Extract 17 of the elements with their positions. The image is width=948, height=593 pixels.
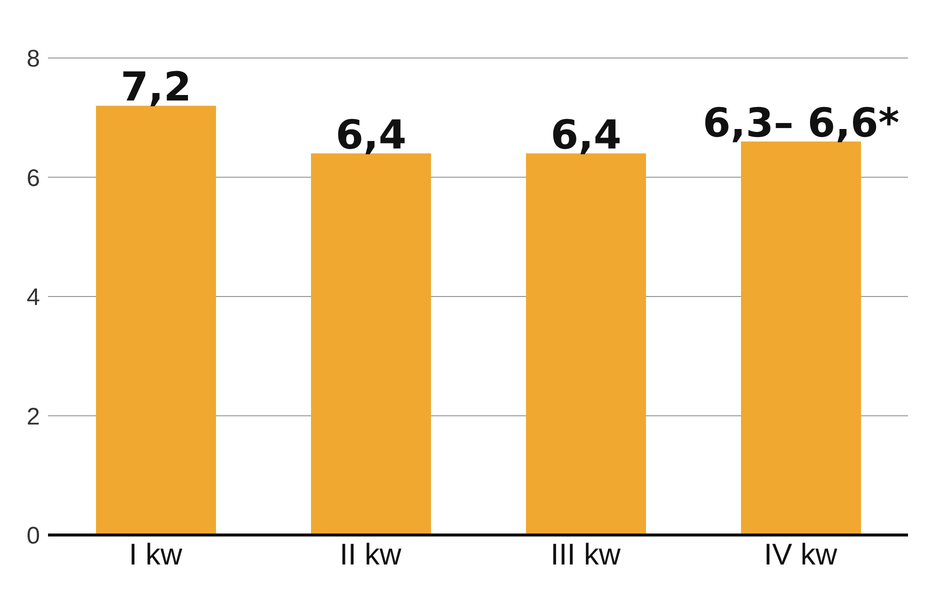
- data-label: 6,4: [550, 112, 622, 158]
- x-tick-label: III kw: [550, 538, 621, 572]
- data-label: 6,3– 6,6*: [702, 100, 900, 146]
- bar: [311, 153, 431, 535]
- bar: [96, 106, 216, 535]
- x-tick-label: IV kw: [764, 538, 838, 572]
- y-tick-label: 8: [26, 46, 40, 73]
- data-label: 7,2: [120, 64, 192, 111]
- y-tick-label: 0: [26, 522, 40, 550]
- data-label: 6,4: [336, 112, 406, 158]
- y-tick-label: 2: [26, 403, 40, 430]
- x-tick-label: I kw: [128, 538, 182, 572]
- bar: [526, 153, 646, 535]
- bar: [741, 141, 861, 535]
- y-tick-label: 6: [26, 164, 40, 192]
- y-tick-label: 4: [26, 284, 40, 312]
- x-tick-label: II kw: [340, 538, 402, 572]
